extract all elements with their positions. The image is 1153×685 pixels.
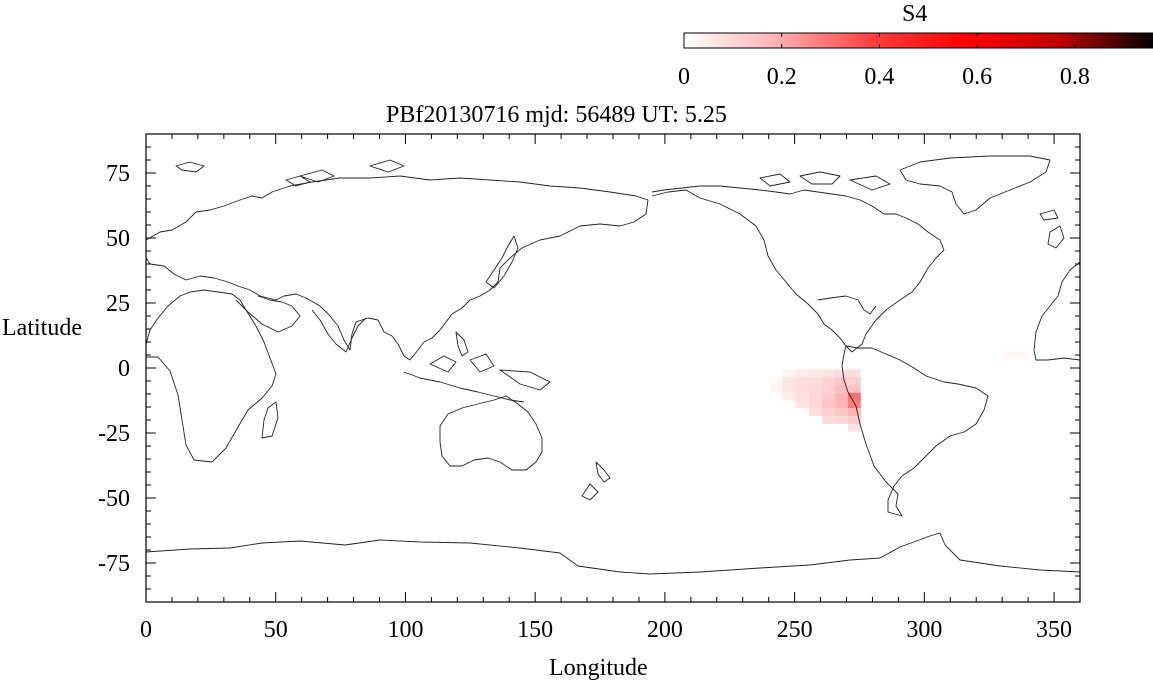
y-tick-label: 50 [106,226,130,252]
s4-cell [821,369,835,378]
s4-cell [834,377,848,385]
s4-cell [795,392,809,401]
s4-cell [1003,351,1017,359]
colorbar-tick-label: 0.2 [767,64,797,90]
x-tick-label: 350 [1036,617,1072,643]
y-tick-label: -75 [98,551,130,577]
x-tick-label: 300 [906,617,942,643]
y-tick-label: -25 [98,421,130,447]
s4-cell [782,392,796,401]
y-tick-label: 0 [118,356,130,382]
colorbar-title: S4 [902,1,928,27]
x-tick-label: 50 [264,617,288,643]
eurasia-coast [145,175,649,361]
x-tick-label: 0 [140,617,152,643]
x-tick-label: 150 [517,617,553,643]
s4-cell [769,384,783,393]
s4-cell [769,377,783,385]
x-tick-label: 200 [647,617,683,643]
s4-cell [1016,351,1030,359]
s4-cell [795,384,809,393]
s4-cell [795,369,809,378]
plot-title: PBf20130716 mjd: 56489 UT: 5.25 [386,102,727,128]
x-tick-label: 250 [777,617,813,643]
s4-cell [847,400,861,409]
gulf-of-mexico-coast [817,295,877,315]
s4-cell [808,369,822,378]
x-tick-label: 100 [387,617,423,643]
arabian-peninsula-coast [235,295,301,333]
s4-cell [821,377,835,385]
colorbar-tick-label: 0.6 [962,64,992,90]
s4-cell [847,392,861,401]
s4-cell [808,408,822,417]
y-tick-label: 75 [106,161,130,187]
s4-cell [847,369,861,378]
s4-cell [834,384,848,393]
africa-coast [145,289,277,463]
y-tick-label: -50 [98,486,130,512]
s4-cell [782,384,796,393]
colorbar: 0 0.2 0.4 0.6 0.8 [678,32,1153,90]
south-america-coast [841,345,989,517]
s4-cell [847,416,861,424]
greenland-coast [899,155,1051,215]
new-zealand-coast [581,461,611,501]
madagascar-coast [261,401,279,439]
s4-cell [847,408,861,417]
s4-cell [821,384,835,393]
s4-cell [834,408,848,417]
s4-cell [821,400,835,409]
japan-coast [485,235,519,289]
y-axis-label: Latitude [2,315,82,341]
s4-cell [795,400,809,409]
s4-cell [795,377,809,385]
north-america-coast [651,185,945,353]
x-axis: 0 50 100 150 200 250 300 350 [140,134,1081,643]
s4-cell [834,416,848,424]
s4-cell [834,369,848,378]
colorbar-tick-label: 0.8 [1060,64,1090,90]
india-coast [311,309,367,353]
canadian-arctic-coast [759,171,891,191]
colorbar-ticks: 0 0.2 0.4 0.6 0.8 [678,33,1090,90]
s4-cell [808,384,822,393]
y-tick-label: 25 [106,291,130,317]
philippines-coast [455,331,469,357]
s4-cell [821,408,835,417]
s4-cell [808,392,822,401]
arctic-islands-coast [175,159,405,187]
coastline-outlines [145,155,1081,575]
australia-coast [439,395,543,471]
s4-cell [847,377,861,385]
colorbar-tick-label: 0.4 [864,64,894,90]
s4-cell [847,384,861,393]
s4-cell [782,369,796,378]
s4-cell [821,392,835,401]
s4-cell [834,400,848,409]
s4-cell [821,416,835,424]
s4-cell [808,400,822,409]
british-isles-coast [1039,209,1065,249]
western-europe-coast [1033,261,1081,361]
s4-cell [782,377,796,385]
colorbar-tick-label: 0 [678,64,690,90]
s4-cell [808,377,822,385]
indonesia-coast [403,353,551,403]
antarctica-coast [145,532,1081,575]
s4-cell [847,423,861,432]
plot-frame [145,133,1081,603]
colorbar-rect [683,32,1153,49]
x-axis-label: Longitude [549,655,648,681]
y-axis: 75 50 25 0 -25 -50 -75 [98,133,1080,603]
s4-cell [834,392,848,401]
s4-data-layer [769,351,1030,432]
